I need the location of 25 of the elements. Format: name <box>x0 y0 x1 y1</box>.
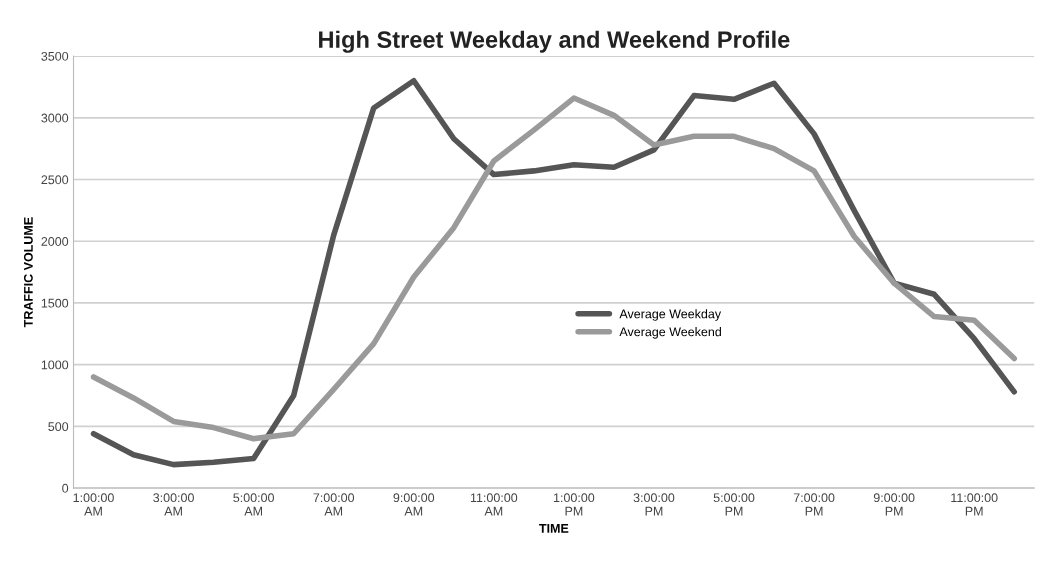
y-tick-label: 1500 <box>41 298 69 308</box>
y-tick-label: 3500 <box>41 51 69 61</box>
x-tick-label: 1:00:00 AM <box>73 493 114 516</box>
y-tick-label: 1000 <box>41 360 69 370</box>
x-tick-label: 5:00:00 PM <box>713 493 755 516</box>
legend-label: Average Weekend <box>619 327 721 339</box>
x-tick-label: 5:00:00 AM <box>233 493 275 516</box>
x-tick-label: 3:00:00 PM <box>633 493 675 516</box>
y-axis-title: TRAFFIC VOLUME <box>23 217 33 328</box>
chart-title: High Street Weekday and Weekend Profile <box>319 30 790 53</box>
x-tick-label: 9:00:00 AM <box>393 493 435 516</box>
y-tick-label: 2500 <box>41 175 69 185</box>
x-tick-label: 1:00:00 PM <box>553 493 595 516</box>
x-tick-label: 7:00:00 PM <box>793 493 835 516</box>
x-tick-label: 7:00:00 AM <box>313 493 355 516</box>
x-axis-title: TIME <box>539 524 569 533</box>
y-tick-label: 0 <box>62 483 69 493</box>
x-tick-label: 9:00:00 PM <box>873 493 915 516</box>
y-tick-label: 500 <box>48 422 69 432</box>
x-tick-label: 11:00:00 PM <box>951 493 998 516</box>
legend-label: Average Weekday <box>619 309 722 321</box>
y-tick-label: 3000 <box>41 113 69 123</box>
x-tick-label: 11:00:00 AM <box>470 493 518 516</box>
x-tick-label: 3:00:00 AM <box>153 493 194 516</box>
y-tick-label: 2000 <box>41 237 69 246</box>
